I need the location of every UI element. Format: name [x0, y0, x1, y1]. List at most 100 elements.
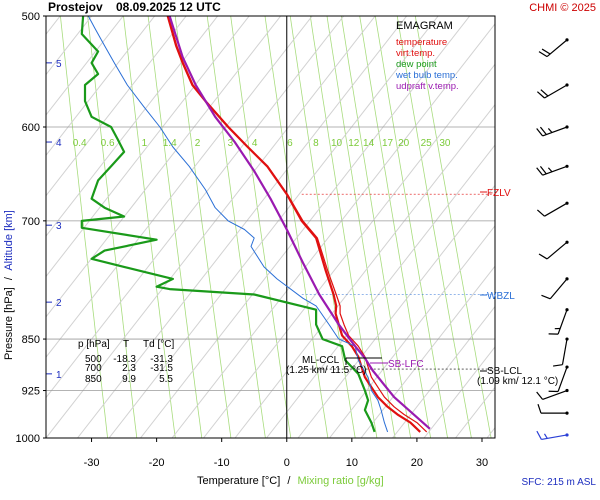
temperature-tick-label: 30: [476, 457, 488, 469]
wind-barb-dot: [565, 411, 569, 415]
legend: EMAGRAM temperature virt.temp. dew point…: [395, 20, 459, 92]
table-header-t: T: [123, 339, 129, 350]
wind-barb-staff: [546, 39, 568, 58]
mixing-ratio-line: [309, 16, 378, 438]
wind-barb-staff: [542, 389, 568, 400]
wind-barb: [536, 201, 569, 217]
wind-barb-flag: [536, 391, 544, 400]
mixing-ratio-line: [414, 16, 492, 438]
temperature-tick-label: -30: [84, 457, 100, 469]
y-axis-pressure-label: Pressure [hPa]: [3, 287, 15, 360]
wind-barb-dot: [565, 388, 569, 393]
wind-barb-flag: [539, 166, 547, 175]
station-name: Prostejov: [48, 0, 103, 14]
wind-barb-staff: [557, 366, 568, 392]
mixing-ratio-label: 10: [331, 138, 343, 149]
wind-barb-flag: [536, 167, 544, 176]
mixing-ratio-label: 3: [228, 138, 234, 149]
isotherm-skew-lines: [46, 16, 495, 438]
reference-line: [46, 16, 345, 399]
pressure-tick-label: 1000: [16, 433, 40, 445]
reference-line: [46, 16, 282, 318]
wind-barb: [537, 403, 569, 415]
y-axis-title: Pressure [hPa] / Altitude [km]: [3, 210, 15, 360]
mixing-ratio-label: 4: [252, 138, 258, 149]
wind-barb-staff: [546, 241, 568, 260]
series-line-dew-point: [80, 16, 376, 433]
value-table: p [hPa] T Td [°C] 500 -18.3 -31.3 700 2.…: [78, 339, 174, 385]
mixing-ratio-label: 17: [382, 138, 394, 149]
pressure-tick-label: 925: [22, 386, 40, 398]
wind-barb-dot: [565, 38, 569, 42]
mixing-ratio-line: [264, 16, 329, 438]
mixing-ratio-label: 25: [421, 138, 433, 149]
credit-label: CHMI © 2025: [529, 2, 596, 14]
reference-line: [234, 103, 495, 438]
x-axis-mixing-label: Mixing ratio [g/kg]: [297, 475, 383, 487]
table-cell: -18.3: [113, 354, 136, 365]
mixing-ratio-label: 8: [313, 138, 319, 149]
wind-barb: [536, 125, 569, 137]
series-line-udpraft-v-temp: [168, 16, 431, 430]
pressure-tick-label: 850: [22, 334, 40, 346]
wind-barb-half-flag: [543, 433, 548, 439]
legend-item-wet-bulb: wet bulb temp.: [395, 70, 458, 81]
reference-line: [46, 16, 187, 197]
fzlv-label: FZLV: [487, 188, 511, 199]
y-axis-altitude-label: Altitude [km]: [3, 210, 15, 271]
mixing-ratio-label: 6: [287, 138, 293, 149]
wind-barb-flag: [538, 51, 548, 58]
temperature-tick-label: 20: [411, 457, 423, 469]
wind-barb-dot: [565, 308, 569, 312]
wind-barb: [536, 430, 569, 441]
table-header-td: Td [°C]: [143, 339, 174, 350]
wind-barb-dot: [565, 125, 569, 129]
mixing-ratio-line: [206, 16, 266, 438]
wind-barb-flag: [541, 48, 551, 55]
wind-barb-dot: [565, 365, 569, 369]
wind-barb: [538, 240, 569, 260]
wind-barb-staff: [541, 434, 568, 441]
table-cell: 850: [85, 374, 102, 385]
reference-line: [392, 305, 495, 438]
reference-line: [297, 184, 495, 438]
reference-line: [46, 16, 376, 438]
wind-barb-flag: [536, 91, 545, 99]
wind-barb-flag: [541, 294, 551, 300]
wind-barb: [553, 337, 569, 367]
altitude-tick-label: 2: [56, 298, 62, 309]
mixing-ratio-line: [326, 16, 396, 438]
wind-barb: [538, 38, 569, 58]
wind-barb-dot: [565, 83, 569, 87]
wind-barb-half-flag: [547, 167, 553, 173]
wind-barb-flag: [537, 403, 542, 414]
ml-ccl-label: ML-CCL: [302, 355, 340, 366]
reference-line: [203, 63, 495, 438]
wind-barb-staff: [542, 126, 568, 137]
legend-item-updraft: udpraft v.temp.: [396, 81, 459, 92]
wind-barb-flag: [536, 209, 545, 217]
mixing-ratio-line: [289, 16, 356, 438]
wind-barb: [536, 388, 569, 400]
plot-frame: [45, 15, 496, 439]
mixing-ratio-line: [123, 16, 176, 438]
mixing-ratio-label: 14: [363, 138, 375, 149]
wind-barb-dot: [565, 433, 569, 437]
table-cell: 9.9: [122, 374, 136, 385]
wind-barb-flag: [538, 253, 548, 260]
altitude-tick-label: 4: [56, 138, 62, 149]
wind-barb-flag: [540, 89, 549, 97]
table-cell: 700: [85, 363, 102, 374]
mixing-ratio-line: [374, 16, 448, 438]
reference-line: [140, 16, 471, 438]
pressure-tick-label: 700: [22, 216, 40, 228]
table-cell: -31.5: [150, 363, 173, 374]
y-axis-separator: /: [3, 276, 15, 280]
legend-item-dew-point: dew point: [396, 59, 437, 70]
wind-barb-dot: [565, 337, 569, 341]
wind-barb-flag: [536, 430, 542, 440]
temperature-tick-label: -20: [149, 457, 165, 469]
grid-lines: [46, 16, 495, 438]
